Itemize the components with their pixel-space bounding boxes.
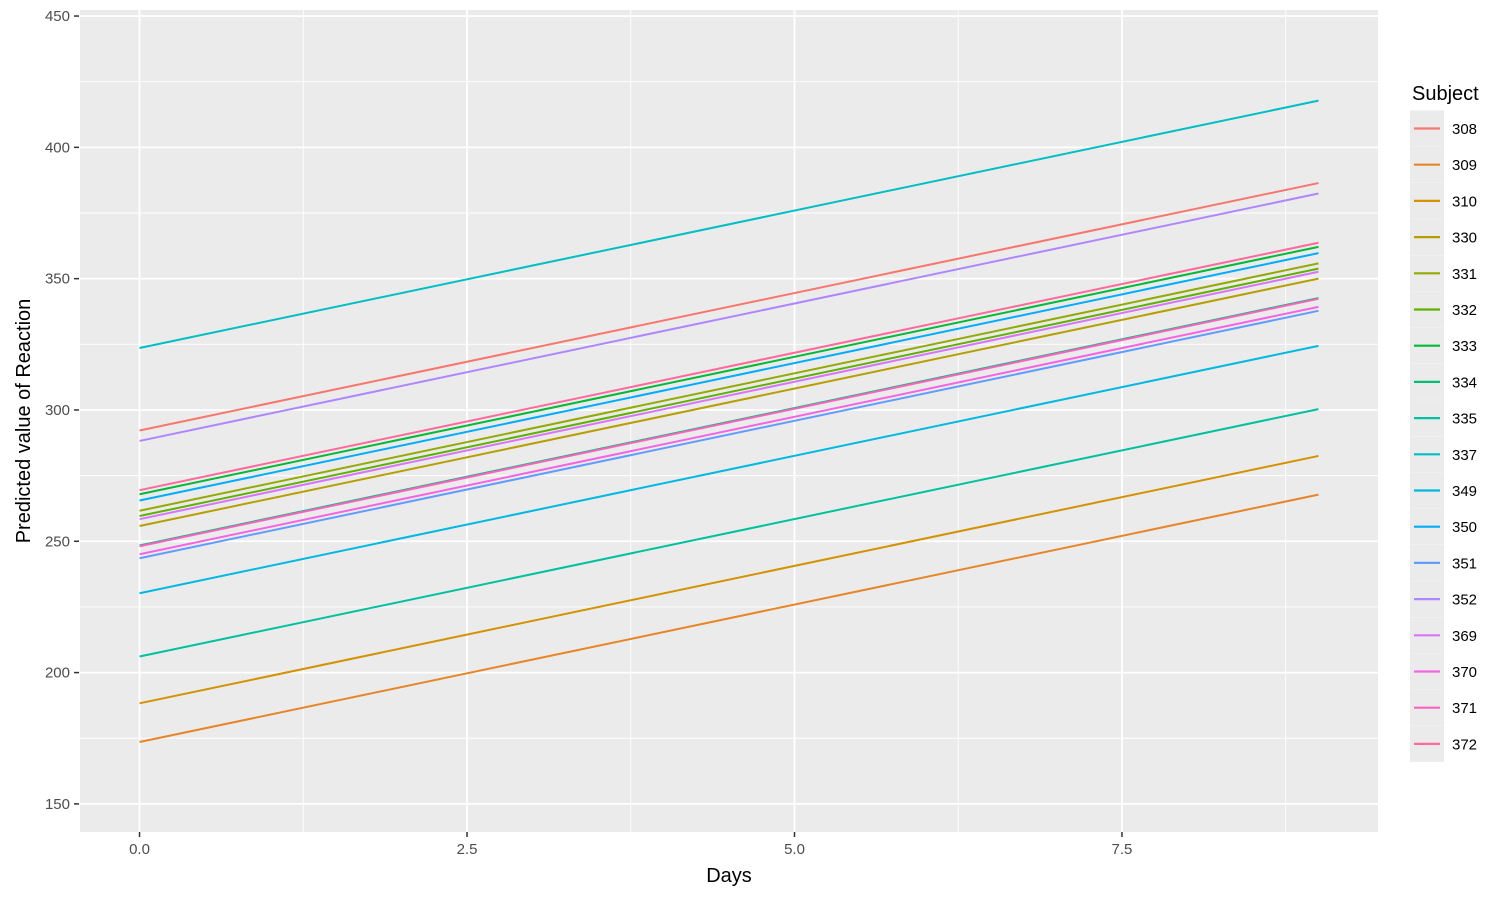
legend-item-label: 335: [1452, 411, 1477, 428]
y-tick-label: 350: [45, 271, 70, 288]
legend-item-label: 308: [1452, 121, 1477, 138]
legend-item-label: 352: [1452, 592, 1477, 609]
series-line-349: [139, 344, 1319, 595]
legend-item-label: 309: [1452, 157, 1477, 174]
y-axis-tick-labels: 150 200 250 300 350 400 450: [45, 8, 70, 813]
legend-item-label: 351: [1452, 555, 1477, 572]
x-tick-label: 2.5: [457, 841, 478, 858]
series-line-332: [139, 267, 1319, 517]
legend-item: 309: [1410, 146, 1477, 183]
series-line-330: [139, 277, 1319, 528]
series-line-335: [139, 408, 1319, 658]
legend-item: 352: [1410, 581, 1477, 618]
series-line-308: [139, 182, 1319, 432]
legend-item: 351: [1410, 544, 1477, 581]
series-line-331: [139, 262, 1319, 512]
series-line-372: [139, 241, 1319, 492]
series-line-350: [139, 252, 1319, 502]
legend-item: 310: [1410, 182, 1477, 219]
x-tick-label: 7.5: [1112, 841, 1133, 858]
legend-item: 331: [1410, 255, 1477, 292]
series-line-310: [139, 454, 1319, 705]
legend-item: 369: [1410, 617, 1477, 654]
major-gridlines: [80, 10, 1378, 832]
series-line-352: [139, 192, 1319, 442]
legend: 308 309 310 330 331 332 333 334 335 337 349 350 351 3…: [1410, 110, 1477, 762]
legend-item-label: 349: [1452, 483, 1477, 500]
legend-item-label: 332: [1452, 302, 1477, 319]
legend-item-label: 371: [1452, 700, 1477, 717]
legend-item-label: 334: [1452, 374, 1477, 391]
series-line-337: [139, 99, 1319, 349]
legend-item: 308: [1410, 110, 1477, 147]
legend-item: 349: [1410, 472, 1477, 509]
legend-title: Subject: [1412, 83, 1479, 105]
series-line-333: [139, 245, 1319, 496]
legend-item-label: 370: [1452, 664, 1477, 681]
legend-item: 337: [1410, 436, 1477, 473]
y-tick-label: 150: [45, 796, 70, 813]
y-tick-label: 300: [45, 402, 70, 419]
y-axis-title: Predicted value of Reaction: [13, 299, 35, 544]
y-tick-label: 200: [45, 665, 70, 682]
legend-item-label: 333: [1452, 338, 1477, 355]
legend-item-label: 330: [1452, 230, 1477, 247]
legend-item: 370: [1410, 653, 1477, 690]
legend-item: 330: [1410, 219, 1477, 256]
legend-item: 350: [1410, 508, 1477, 545]
legend-item: 332: [1410, 291, 1477, 328]
x-axis-tick-labels: 0.0 2.5 5.0 7.5: [129, 841, 1132, 858]
legend-item-label: 331: [1452, 266, 1477, 283]
series-line-369: [139, 270, 1319, 521]
x-tick-label: 5.0: [784, 841, 805, 858]
y-tick-label: 450: [45, 8, 70, 25]
legend-item-label: 310: [1452, 193, 1477, 210]
legend-item: 333: [1410, 327, 1477, 364]
legend-item: 372: [1410, 725, 1477, 762]
series-line-371: [139, 297, 1319, 548]
legend-item-label: 372: [1452, 736, 1477, 753]
axis-tick-marks: [74, 15, 1123, 837]
series-lines: [139, 99, 1319, 744]
series-line-370: [139, 305, 1319, 556]
legend-item-label: 369: [1452, 628, 1477, 645]
y-tick-label: 400: [45, 139, 70, 156]
series-line-351: [139, 309, 1319, 560]
series-line-309: [139, 493, 1319, 744]
x-axis-title: Days: [706, 865, 752, 887]
legend-item: 335: [1410, 400, 1477, 437]
x-tick-label: 0.0: [129, 841, 150, 858]
legend-item-label: 337: [1452, 447, 1477, 464]
legend-item: 334: [1410, 363, 1477, 400]
legend-item-label: 350: [1452, 519, 1477, 536]
legend-item: 371: [1410, 689, 1477, 726]
y-tick-label: 250: [45, 533, 70, 550]
